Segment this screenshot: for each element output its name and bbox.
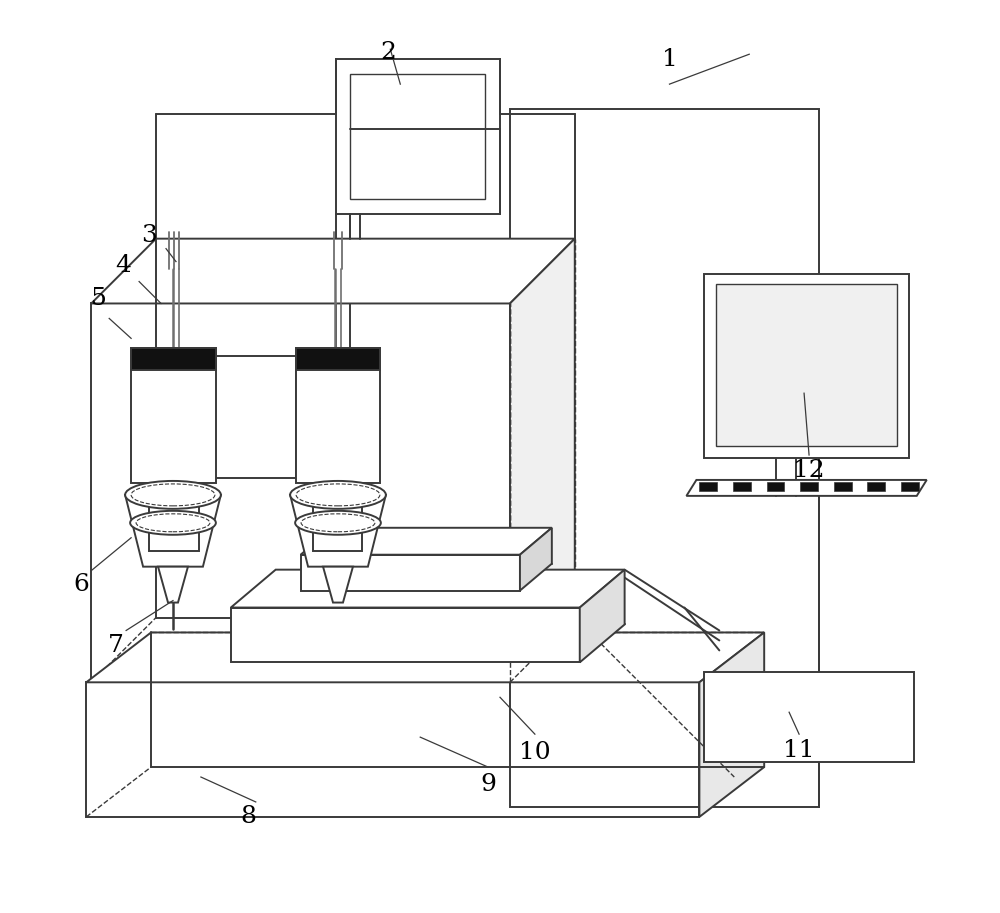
Polygon shape: [580, 570, 625, 662]
Text: 11: 11: [783, 739, 815, 761]
Bar: [91, 303, 510, 682]
Polygon shape: [86, 633, 764, 682]
Bar: [296, 349, 380, 371]
Bar: [800, 482, 818, 491]
Bar: [716, 284, 897, 446]
Ellipse shape: [295, 511, 381, 535]
Ellipse shape: [130, 511, 216, 535]
Bar: [86, 682, 699, 817]
Polygon shape: [699, 633, 764, 817]
Text: 6: 6: [73, 573, 89, 596]
Bar: [149, 483, 199, 551]
Bar: [767, 482, 784, 491]
Polygon shape: [323, 567, 353, 603]
Bar: [704, 274, 909, 458]
Bar: [313, 483, 362, 551]
Bar: [350, 74, 485, 199]
Text: 12: 12: [793, 459, 825, 482]
Text: 9: 9: [480, 772, 496, 795]
Bar: [131, 349, 216, 483]
Bar: [336, 59, 500, 214]
Bar: [901, 482, 919, 491]
Ellipse shape: [125, 481, 221, 509]
Polygon shape: [158, 567, 188, 603]
Bar: [699, 482, 717, 491]
Polygon shape: [290, 495, 386, 567]
Text: 5: 5: [91, 287, 107, 310]
Polygon shape: [301, 528, 552, 555]
Bar: [510, 109, 819, 807]
Bar: [733, 482, 751, 491]
Text: 7: 7: [108, 634, 124, 657]
Polygon shape: [91, 238, 575, 303]
Bar: [867, 482, 885, 491]
Bar: [834, 482, 852, 491]
Polygon shape: [125, 495, 221, 567]
Polygon shape: [231, 570, 625, 607]
Polygon shape: [686, 480, 927, 496]
Text: 10: 10: [519, 740, 551, 763]
Text: 4: 4: [115, 254, 131, 277]
Bar: [131, 349, 216, 371]
Bar: [231, 607, 580, 662]
Bar: [211, 356, 296, 477]
Polygon shape: [520, 528, 552, 591]
Text: 3: 3: [141, 225, 157, 247]
Text: 1: 1: [662, 47, 677, 70]
Ellipse shape: [290, 481, 386, 509]
Polygon shape: [510, 238, 575, 682]
Bar: [296, 349, 380, 483]
Text: 2: 2: [380, 41, 396, 64]
Text: 8: 8: [241, 805, 257, 828]
Bar: [301, 555, 520, 591]
Bar: [704, 672, 914, 762]
